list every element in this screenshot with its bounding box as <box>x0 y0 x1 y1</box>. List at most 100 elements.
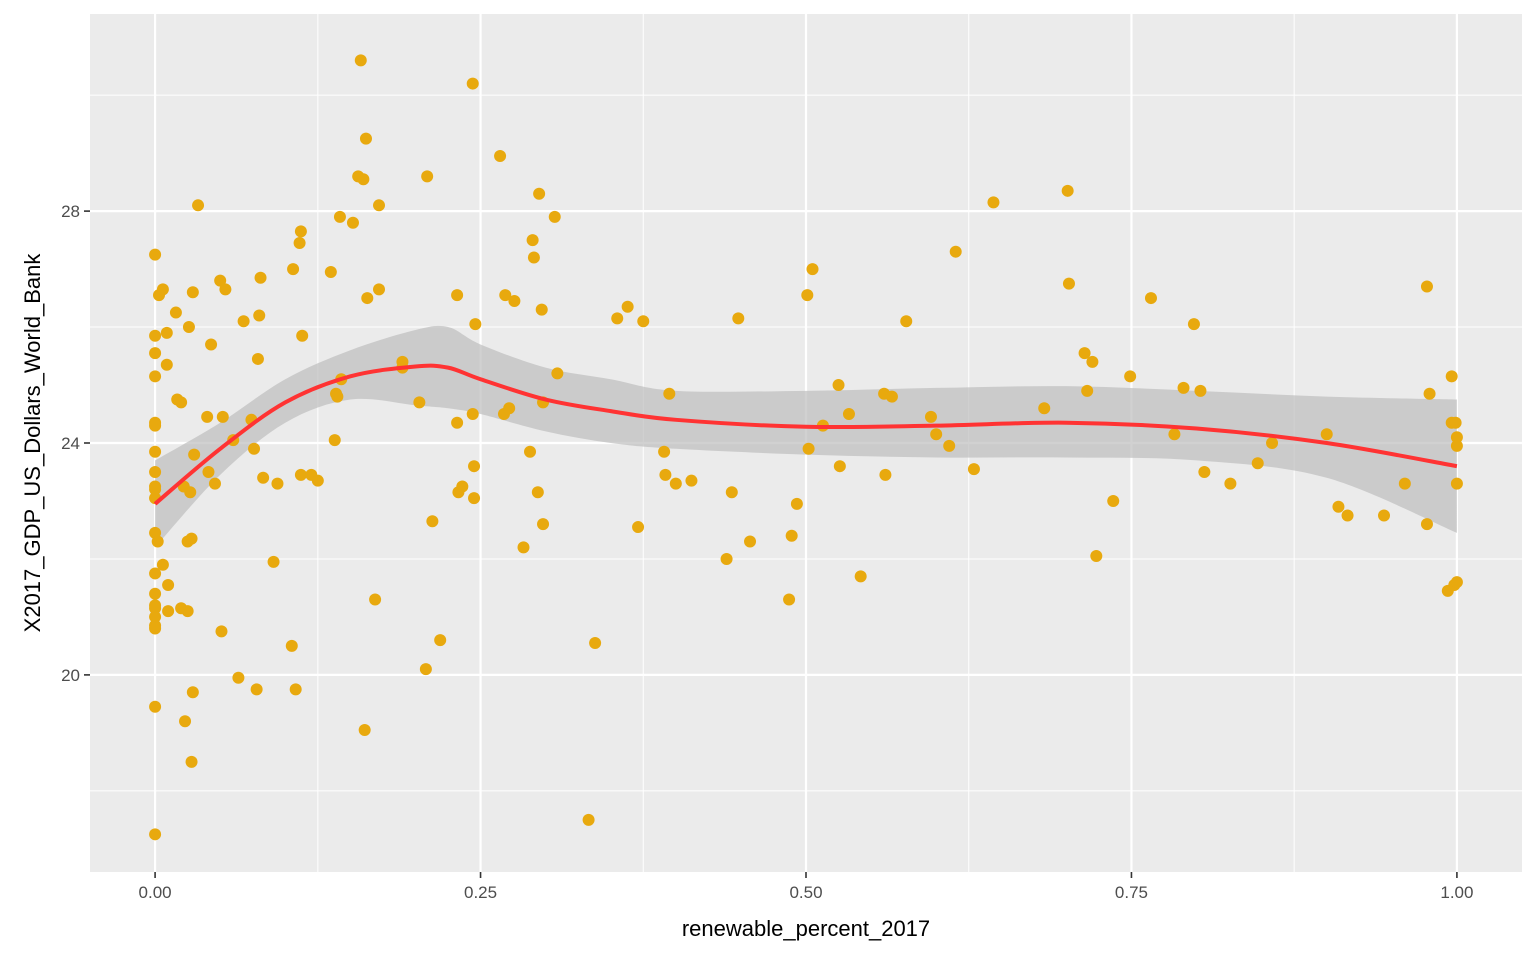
data-point <box>451 416 464 429</box>
x-axis-title: renewable_percent_2017 <box>682 916 930 941</box>
data-point <box>358 723 371 736</box>
x-tick-label: 0.25 <box>464 883 497 902</box>
data-point <box>1423 387 1436 400</box>
data-point <box>202 465 215 478</box>
data-point <box>551 367 564 380</box>
data-point <box>357 173 370 186</box>
data-point <box>421 170 434 183</box>
data-point <box>324 265 337 278</box>
data-point <box>169 306 182 319</box>
data-point <box>413 396 426 409</box>
data-point <box>186 286 199 299</box>
data-point <box>354 54 367 67</box>
data-point <box>842 408 855 421</box>
data-point <box>466 408 479 421</box>
x-tick-label: 0.50 <box>789 883 822 902</box>
data-point <box>149 622 162 635</box>
data-point <box>149 347 162 360</box>
data-point <box>632 521 645 534</box>
data-point <box>930 428 943 441</box>
data-point <box>149 567 162 580</box>
data-point <box>685 474 698 487</box>
data-point <box>208 477 221 490</box>
data-point <box>535 303 548 316</box>
data-point <box>611 312 624 325</box>
data-point <box>785 529 798 542</box>
x-tick-label: 0.00 <box>139 883 172 902</box>
data-point <box>900 315 913 328</box>
y-tick-label: 24 <box>61 434 80 453</box>
data-point <box>149 587 162 600</box>
data-point <box>589 637 602 650</box>
data-point <box>214 274 227 287</box>
data-point <box>1341 509 1354 522</box>
data-point <box>1251 457 1264 470</box>
data-point <box>1078 347 1091 360</box>
data-point <box>149 248 162 261</box>
data-point <box>287 263 300 276</box>
data-point <box>1187 318 1200 331</box>
data-point <box>806 263 819 276</box>
data-point <box>192 199 205 212</box>
data-point <box>1332 500 1345 513</box>
data-point <box>251 352 264 365</box>
data-point <box>1266 437 1279 449</box>
data-point <box>1224 477 1237 490</box>
data-point <box>1144 292 1157 305</box>
data-point <box>725 486 738 499</box>
data-point <box>156 283 169 296</box>
data-point <box>832 379 845 392</box>
data-point <box>1081 384 1094 397</box>
data-point <box>1450 576 1463 589</box>
data-point <box>548 210 561 223</box>
data-point <box>879 468 892 481</box>
data-point <box>149 610 162 623</box>
data-point <box>1378 509 1391 522</box>
data-point <box>149 828 162 841</box>
data-point <box>257 471 270 484</box>
data-point <box>271 477 284 490</box>
data-point <box>215 625 228 638</box>
data-point <box>331 390 344 403</box>
data-point <box>250 683 263 696</box>
data-point <box>149 370 162 383</box>
data-point <box>967 463 980 476</box>
data-point <box>499 289 512 302</box>
data-point <box>201 410 214 423</box>
data-point <box>184 486 197 499</box>
data-point <box>456 480 469 493</box>
data-point <box>149 700 162 713</box>
data-point <box>1198 465 1211 478</box>
data-point <box>205 338 218 351</box>
data-point <box>289 683 302 696</box>
data-point <box>328 434 341 447</box>
data-point <box>517 541 530 554</box>
data-point <box>293 236 306 249</box>
data-point <box>294 468 307 481</box>
data-point <box>346 216 359 229</box>
data-point <box>659 468 672 481</box>
data-point <box>508 294 521 307</box>
data-point <box>373 199 386 212</box>
data-point <box>419 663 432 676</box>
data-point <box>1177 381 1190 394</box>
data-point <box>1038 402 1051 415</box>
data-point <box>621 300 634 313</box>
data-point <box>1320 428 1333 441</box>
data-point <box>1445 370 1458 383</box>
data-point <box>1450 431 1463 444</box>
data-point <box>468 492 481 505</box>
data-point <box>151 535 164 548</box>
data-point <box>149 465 162 478</box>
data-point <box>182 321 195 334</box>
data-point <box>533 187 546 200</box>
data-point <box>526 234 539 247</box>
data-point <box>267 555 280 568</box>
data-point <box>426 515 439 528</box>
data-point <box>219 283 232 296</box>
data-point <box>1061 184 1074 197</box>
data-point <box>531 486 544 499</box>
y-tick-label: 28 <box>61 202 80 221</box>
data-point <box>1194 384 1207 397</box>
